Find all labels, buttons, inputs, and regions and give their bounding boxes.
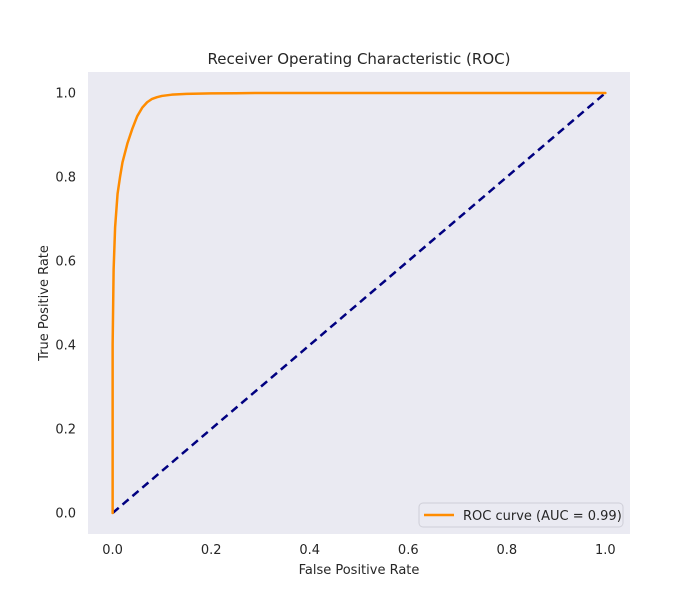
- y-axis-ticks: 0.0 0.2 0.4 0.6 0.8 1.0: [55, 87, 76, 522]
- series-layer: [111, 91, 607, 515]
- x-tick-label: 0.2: [201, 543, 222, 558]
- y-axis-label: True Positive Rate: [37, 245, 52, 362]
- x-tick-label: 0.4: [299, 543, 320, 558]
- x-tick-label: 0.6: [398, 543, 419, 558]
- legend: ROC curve (AUC = 0.99): [418, 502, 624, 528]
- diagonal-reference-line: [111, 92, 607, 514]
- legend-label-roc: ROC curve (AUC = 0.99): [463, 509, 622, 524]
- y-tick-label: 0.0: [55, 507, 76, 522]
- x-tick-label: 0.0: [102, 543, 123, 558]
- chart-title: Receiver Operating Characteristic (ROC): [208, 50, 511, 68]
- y-tick-label: 0.6: [55, 255, 76, 270]
- x-tick-label: 1.0: [595, 543, 616, 558]
- x-axis-ticks: 0.0 0.2 0.4 0.6 0.8 1.0: [102, 543, 615, 558]
- legend-box: [418, 502, 624, 528]
- roc-curve-line: [111, 91, 607, 515]
- x-tick-label: 0.8: [496, 543, 517, 558]
- y-tick-label: 0.4: [55, 339, 76, 354]
- y-tick-label: 1.0: [55, 87, 76, 102]
- x-axis-label: False Positive Rate: [299, 563, 420, 578]
- y-tick-label: 0.8: [55, 171, 76, 186]
- y-tick-label: 0.2: [55, 423, 76, 438]
